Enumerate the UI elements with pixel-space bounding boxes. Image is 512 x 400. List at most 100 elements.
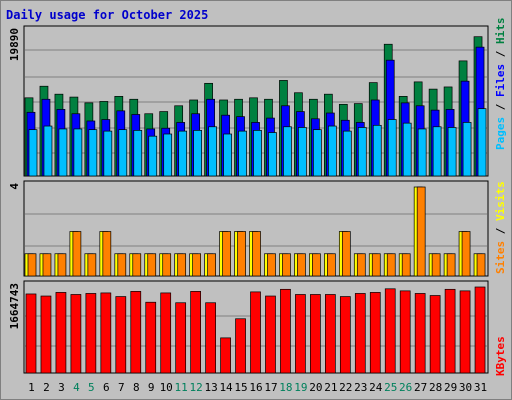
pages-bar-15: [238, 130, 247, 177]
kbytes-bar-23: [354, 293, 366, 374]
pages-bar-11: [178, 130, 188, 177]
day-label-2: 2: [43, 381, 50, 394]
day-label-25: 25: [384, 381, 397, 394]
sites-bar-29: [446, 253, 456, 277]
day-label-20: 20: [309, 381, 322, 394]
day-label-6: 6: [103, 381, 110, 394]
sites-bar-10: [162, 253, 172, 277]
sites-bar-4: [72, 231, 82, 277]
pages-bar-7: [118, 129, 128, 177]
pages-bar-12: [193, 130, 202, 177]
kbytes-bar-25: [384, 288, 396, 374]
day-label-15: 15: [234, 381, 247, 394]
pages-bar-18: [283, 126, 292, 177]
day-label-11: 11: [175, 381, 188, 394]
chart-title: Daily usage for October 2025: [6, 8, 209, 22]
kbytes-bar-29: [444, 288, 456, 374]
sites-bar-18: [282, 253, 291, 277]
kbytes-bar-31: [474, 286, 486, 374]
kbytes-bar-12: [190, 291, 201, 374]
pages-bar-24: [372, 124, 382, 177]
kbytes-bar-9: [145, 301, 157, 374]
pages-bar-5: [88, 129, 98, 177]
kbytes-bar-4: [70, 294, 82, 374]
legend-hits: Hits: [494, 18, 507, 45]
sites-bar-14: [222, 231, 231, 277]
legend-files: Files: [494, 64, 507, 97]
day-label-9: 9: [148, 381, 155, 394]
kbytes-bar-15: [235, 318, 246, 374]
sites-bar-6: [102, 231, 112, 277]
day-label-28: 28: [429, 381, 442, 394]
day-label-4: 4: [73, 381, 80, 394]
pages-bar-30: [462, 122, 472, 177]
pages-bar-14: [223, 133, 232, 177]
sites-bar-16: [252, 231, 261, 277]
kbytes-bar-14: [220, 337, 231, 374]
panel-3-max-label: 1664743: [8, 283, 21, 329]
sites-bar-30: [461, 231, 471, 277]
day-label-31: 31: [474, 381, 487, 394]
day-label-16: 16: [249, 381, 262, 394]
legend-pages: Pages: [494, 117, 507, 150]
legend-sites: Sites: [494, 241, 507, 274]
kbytes-bar-13: [205, 302, 216, 374]
pages-bar-19: [298, 127, 307, 177]
legend-visits: Visits: [494, 181, 507, 221]
day-label-30: 30: [459, 381, 472, 394]
kbytes-bar-7: [115, 296, 127, 374]
pages-bar-4: [73, 128, 83, 177]
pages-bar-2: [43, 125, 53, 177]
pages-bar-8: [133, 130, 143, 177]
kbytes-bar-3: [55, 292, 67, 374]
day-label-3: 3: [58, 381, 65, 394]
sites-bar-5: [87, 253, 97, 277]
sites-bar-26: [401, 253, 411, 277]
sites-bar-3: [57, 253, 67, 277]
kbytes-bar-6: [100, 292, 112, 374]
day-label-22: 22: [339, 381, 352, 394]
pages-bar-3: [58, 128, 68, 177]
day-label-5: 5: [88, 381, 95, 394]
kbytes-bar-1: [25, 293, 37, 374]
sites-bar-20: [312, 253, 321, 277]
pages-bar-16: [253, 130, 262, 177]
sites-bar-17: [267, 253, 276, 277]
kbytes-bar-2: [40, 295, 52, 374]
pages-bar-1: [28, 129, 38, 177]
pages-bar-22: [342, 130, 352, 177]
pages-bar-13: [208, 126, 217, 177]
day-label-13: 13: [204, 381, 217, 394]
legend-sep-2: /: [494, 44, 507, 64]
pages-bar-31: [477, 108, 487, 177]
kbytes-bar-11: [175, 302, 187, 374]
kbytes-bar-5: [85, 293, 97, 374]
sites-bar-1: [27, 253, 37, 277]
sites-bar-15: [237, 231, 246, 277]
sites-bar-25: [386, 253, 396, 277]
sites-bar-9: [147, 253, 157, 277]
sites-bar-27: [416, 186, 426, 277]
day-label-21: 21: [324, 381, 337, 394]
legend-sep-1: /: [494, 97, 507, 117]
pages-bar-20: [313, 129, 322, 177]
day-label-29: 29: [444, 381, 457, 394]
kbytes-bar-17: [265, 295, 276, 374]
sites-bar-28: [431, 253, 441, 277]
legend-panel-2: Sites / Visits: [494, 181, 507, 274]
day-label-10: 10: [160, 381, 173, 394]
sites-bar-13: [207, 253, 216, 277]
kbytes-bar-10: [160, 292, 172, 374]
day-label-7: 7: [118, 381, 125, 394]
kbytes-bar-8: [130, 291, 142, 374]
legend-sep-3: /: [494, 221, 507, 241]
legend-kbytes: KBytes: [494, 336, 507, 376]
day-label-1: 1: [28, 381, 35, 394]
day-label-26: 26: [399, 381, 412, 394]
day-label-17: 17: [264, 381, 277, 394]
panel-1-max-label: 19890: [8, 28, 21, 61]
pages-bar-6: [103, 130, 113, 177]
pages-bar-26: [402, 122, 412, 177]
pages-bar-28: [432, 126, 442, 177]
